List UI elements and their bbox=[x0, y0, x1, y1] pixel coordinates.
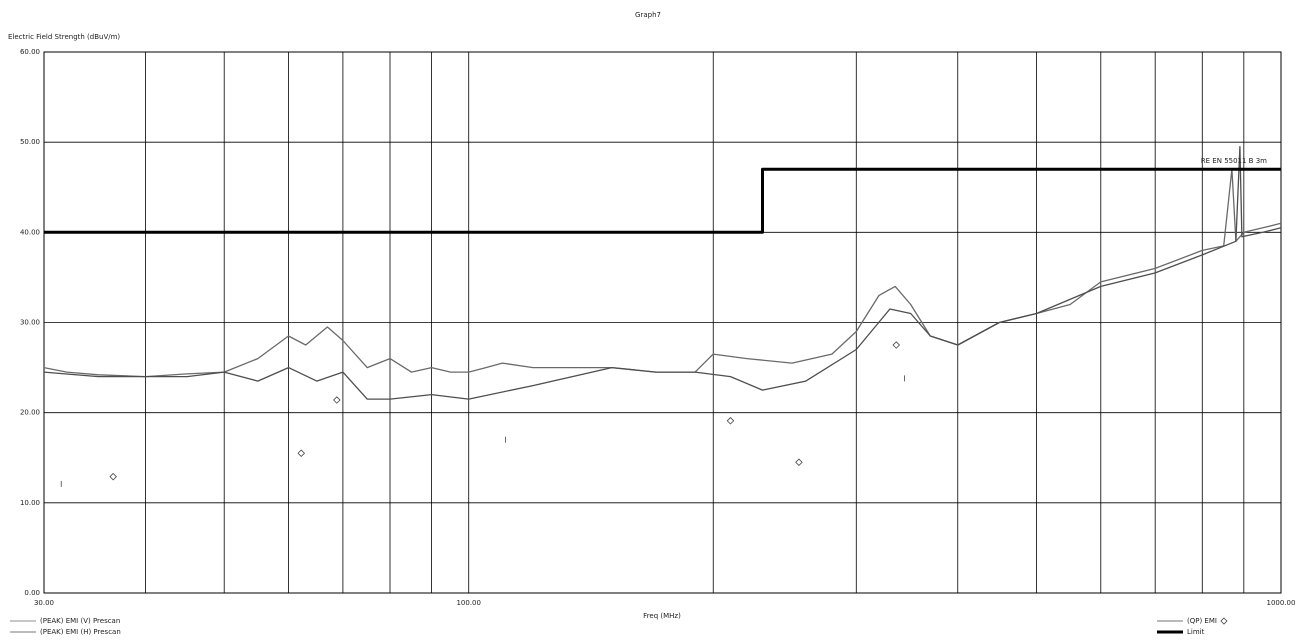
legend-label: (QP) EMI bbox=[1187, 617, 1217, 625]
trace-line bbox=[43, 168, 1282, 378]
trace-line bbox=[43, 146, 1282, 400]
y-tick-label: 40.00 bbox=[20, 228, 40, 236]
y-tick-label: 0.00 bbox=[24, 589, 40, 597]
limit-line bbox=[44, 167, 1281, 234]
legend-label: Limit bbox=[1187, 628, 1205, 636]
chart-title: Graph7 bbox=[635, 11, 661, 19]
x-tick-label: 30.00 bbox=[34, 599, 54, 607]
y-axis-label: Electric Field Strength (dBuV/m) bbox=[8, 33, 120, 41]
qp-marker bbox=[795, 458, 803, 467]
y-tick-label: 50.00 bbox=[20, 138, 40, 146]
legend-label: (PEAK) EMI (H) Prescan bbox=[40, 628, 121, 636]
x-axis-label: Freq (MHz) bbox=[643, 612, 681, 620]
x-tick-label: 1000.00 bbox=[1267, 599, 1295, 607]
legend-marker bbox=[1220, 617, 1228, 625]
qp-marker bbox=[333, 396, 341, 404]
y-tick-label: 10.00 bbox=[20, 499, 40, 507]
y-tick-label: 60.00 bbox=[20, 48, 40, 56]
legend-label: (PEAK) EMI (V) Prescan bbox=[40, 617, 120, 625]
qp-marker bbox=[297, 449, 305, 458]
qp-marker bbox=[892, 341, 901, 349]
x-tick-label: 100.00 bbox=[456, 599, 481, 607]
qp-marker bbox=[726, 417, 735, 425]
annotation: RE EN 55011 B 3m bbox=[1201, 157, 1267, 165]
y-tick-label: 30.00 bbox=[20, 319, 40, 327]
y-tick-label: 20.00 bbox=[20, 409, 40, 417]
qp-marker bbox=[109, 472, 117, 481]
